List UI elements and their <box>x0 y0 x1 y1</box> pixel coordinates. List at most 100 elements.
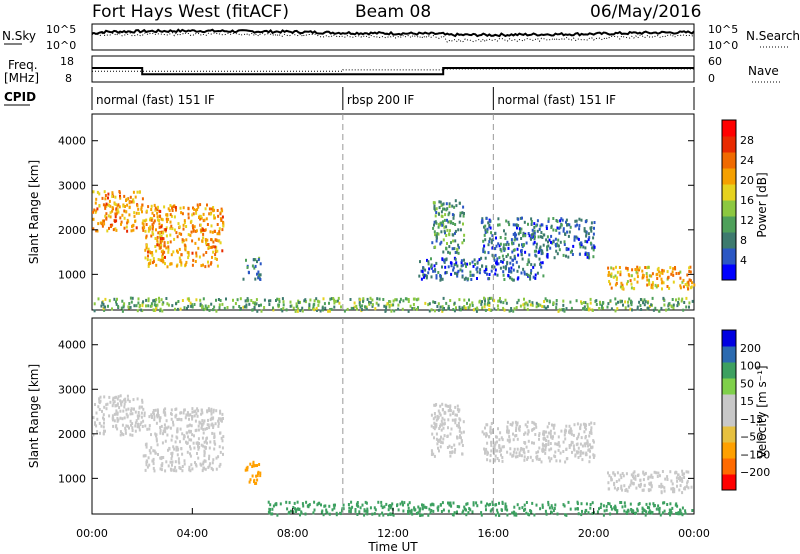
echo-cell <box>195 298 198 302</box>
echo-cell <box>590 221 593 225</box>
echo-cell <box>270 512 273 516</box>
echo-cell <box>516 269 519 273</box>
echo-cell <box>473 258 476 262</box>
echo-cell <box>449 261 452 265</box>
echo-cell <box>447 213 450 217</box>
echo-cell <box>219 241 222 245</box>
echo-cell <box>506 430 508 434</box>
echo-cell <box>496 457 499 460</box>
echo-cell <box>636 509 639 513</box>
echo-cell <box>676 473 679 477</box>
echo-cell <box>541 251 544 255</box>
echo-cell <box>428 302 431 306</box>
echo-cell <box>185 260 188 264</box>
echo-cell <box>212 308 214 312</box>
echo-cell <box>425 274 428 278</box>
echo-cell <box>588 443 591 447</box>
echo-cell <box>506 427 509 431</box>
echo-cell <box>471 273 474 277</box>
echo-cell <box>333 298 336 302</box>
echo-cell <box>356 504 359 508</box>
echo-cell <box>523 508 525 512</box>
echo-cell <box>125 198 128 202</box>
echo-cell <box>589 449 591 453</box>
echo-cell <box>413 508 416 512</box>
echo-cell <box>459 434 461 438</box>
echo-cell <box>454 405 457 409</box>
echo-cell <box>456 505 459 508</box>
echo-cell <box>144 248 147 252</box>
nave-tick-bottom: 0 <box>708 72 715 85</box>
echo-cell <box>164 426 167 430</box>
echo-cell <box>154 432 157 436</box>
echo-cell <box>433 436 435 440</box>
echo-cell <box>435 234 438 238</box>
echo-cell <box>162 249 164 253</box>
echo-cell <box>441 402 444 406</box>
echo-cell <box>315 306 318 310</box>
echo-cell <box>553 431 556 435</box>
echo-cell <box>124 210 127 214</box>
echo-cell <box>421 506 424 510</box>
echo-cell <box>143 226 146 229</box>
echo-cell <box>380 500 383 504</box>
echo-cell <box>439 223 441 227</box>
echo-cell <box>534 433 537 436</box>
echo-cell <box>502 243 505 247</box>
echo-cell <box>443 434 446 438</box>
echo-cell <box>350 507 353 511</box>
echo-cell <box>133 407 135 411</box>
echo-cell <box>575 235 578 239</box>
echo-cell <box>373 506 376 510</box>
echo-cell <box>377 303 380 307</box>
echo-cell <box>202 228 205 232</box>
echo-cell <box>588 236 591 240</box>
echo-cell <box>558 231 561 235</box>
echo-cell <box>593 226 595 230</box>
echo-cell <box>570 443 573 447</box>
echo-cell <box>109 400 112 404</box>
echo-cell <box>433 264 436 268</box>
echo-cell <box>129 305 132 309</box>
echo-cell <box>442 426 445 430</box>
echo-cell <box>542 447 544 451</box>
echo-cell <box>559 225 562 229</box>
echo-cell <box>445 247 448 251</box>
echo-cell <box>401 500 404 504</box>
echo-cell <box>448 307 450 310</box>
echo-cell <box>556 244 559 248</box>
echo-cell <box>214 249 217 253</box>
echo-cell <box>585 234 588 238</box>
echo-cell <box>517 232 520 236</box>
colorbar-tick-label: 8 <box>740 234 747 247</box>
echo-cell <box>98 397 101 401</box>
echo-cell <box>147 264 150 268</box>
echo-cell <box>202 263 204 267</box>
echo-cell <box>297 301 300 305</box>
echo-cell <box>497 262 500 266</box>
echo-cell <box>103 219 105 223</box>
echo-cell <box>200 229 203 232</box>
echo-cell <box>198 445 201 449</box>
echo-cell <box>586 302 589 306</box>
echo-cell <box>351 505 354 509</box>
echo-cell <box>363 513 366 517</box>
nsky-frame <box>91 23 695 51</box>
echo-cell <box>203 466 205 470</box>
nsky-tick-top: 10^5 <box>46 23 76 36</box>
echo-cell <box>487 297 490 301</box>
echo-cell <box>140 405 143 409</box>
echo-cell <box>619 270 622 274</box>
echo-cell <box>565 424 568 428</box>
echo-cell <box>679 475 681 479</box>
echo-cell <box>455 250 458 254</box>
echo-cell <box>195 211 198 215</box>
echo-cell <box>405 297 408 301</box>
echo-cell <box>348 506 351 510</box>
echo-cell <box>561 218 564 222</box>
echo-cell <box>313 308 316 312</box>
echo-cell <box>533 231 536 235</box>
echo-cell <box>118 190 121 193</box>
echo-cell <box>177 457 180 461</box>
echo-cell <box>246 468 249 472</box>
